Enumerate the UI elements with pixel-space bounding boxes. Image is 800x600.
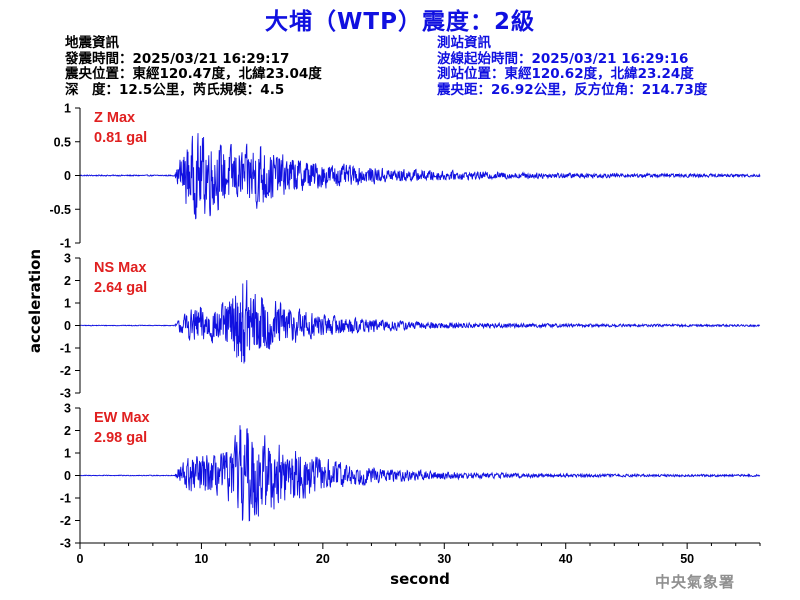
max-value-z: 0.81 gal bbox=[94, 130, 147, 146]
x-tick-label: 0 bbox=[77, 552, 84, 566]
y-tick-label: -1 bbox=[60, 342, 71, 356]
x-tick-label: 30 bbox=[437, 552, 451, 566]
wave-start-time: 波線起始時間：2025/03/21 16:29:16 bbox=[437, 50, 689, 67]
y-tick-label: -2 bbox=[60, 364, 71, 378]
earthquake-info: 地震資訊 發震時間：2025/03/21 16:29:17 震央位置：東經120… bbox=[65, 35, 322, 98]
x-tick-label: 50 bbox=[680, 552, 694, 566]
trace-z bbox=[79, 133, 761, 220]
panel-z: -1 -0.5 0 0.5 1 Z Max 0.81 gal bbox=[49, 102, 761, 251]
y-tick-label: 2 bbox=[64, 424, 71, 438]
x-axis: 0 10 20 30 40 50 bbox=[77, 542, 761, 566]
y-tick-label: 0.5 bbox=[54, 135, 71, 149]
y-tick-label: 0 bbox=[64, 319, 71, 333]
depth-magnitude: 深 度：12.5公里，芮氏規模：4.5 bbox=[65, 81, 285, 98]
x-tick-label: 40 bbox=[559, 552, 573, 566]
station-info: 測站資訊 波線起始時間：2025/03/21 16:29:16 測站位置：東經1… bbox=[437, 35, 708, 98]
y-tick-label: 1 bbox=[64, 447, 71, 461]
y-tick-label: 1 bbox=[64, 297, 71, 311]
max-value-ns: 2.64 gal bbox=[94, 280, 147, 296]
max-label-ew: EW Max bbox=[94, 410, 150, 426]
agency-watermark: 中央氣象署 bbox=[655, 573, 736, 591]
y-tick-label: -1 bbox=[60, 492, 71, 506]
x-axis-label: second bbox=[390, 570, 450, 588]
max-value-ew: 2.98 gal bbox=[94, 430, 147, 446]
x-tick-label: 20 bbox=[316, 552, 330, 566]
y-tick-label: -2 bbox=[60, 514, 71, 528]
y-tick-label: -3 bbox=[60, 537, 71, 551]
quake-info-heading: 地震資訊 bbox=[65, 35, 119, 51]
y-tick-label: 3 bbox=[64, 402, 71, 416]
chart-title: 大埔（WTP）震度：2級 bbox=[265, 9, 535, 35]
panel-ns: -3 -2 -1 0 1 2 3 NS Max 2.64 gal bbox=[60, 252, 761, 401]
trace-ns bbox=[79, 280, 761, 364]
panel-ew: -3 -2 -1 0 1 2 3 EW Max 2.98 gal bbox=[60, 402, 761, 551]
y-tick-label: -0.5 bbox=[49, 203, 71, 217]
epicenter-position: 震央位置：東經120.47度，北緯23.04度 bbox=[65, 66, 322, 82]
max-label-ns: NS Max bbox=[94, 260, 146, 276]
y-tick-label: -3 bbox=[60, 387, 71, 401]
y-tick-label: 1 bbox=[64, 102, 71, 116]
y-tick-label: 3 bbox=[64, 252, 71, 266]
station-position: 測站位置：東經120.62度，北緯23.24度 bbox=[437, 66, 694, 82]
station-info-heading: 測站資訊 bbox=[437, 35, 491, 51]
y-tick-label: 0 bbox=[64, 469, 71, 483]
y-axis-label: acceleration bbox=[26, 248, 44, 354]
epicentral-distance: 震央距：26.92公里，反方位角：214.73度 bbox=[437, 81, 708, 98]
x-tick-label: 10 bbox=[194, 552, 208, 566]
y-tick-label: 0 bbox=[64, 169, 71, 183]
max-label-z: Z Max bbox=[94, 110, 135, 126]
y-tick-label: -1 bbox=[60, 237, 71, 251]
origin-time: 發震時間：2025/03/21 16:29:17 bbox=[65, 50, 290, 67]
y-tick-label: 2 bbox=[64, 274, 71, 288]
trace-ew bbox=[79, 425, 761, 522]
